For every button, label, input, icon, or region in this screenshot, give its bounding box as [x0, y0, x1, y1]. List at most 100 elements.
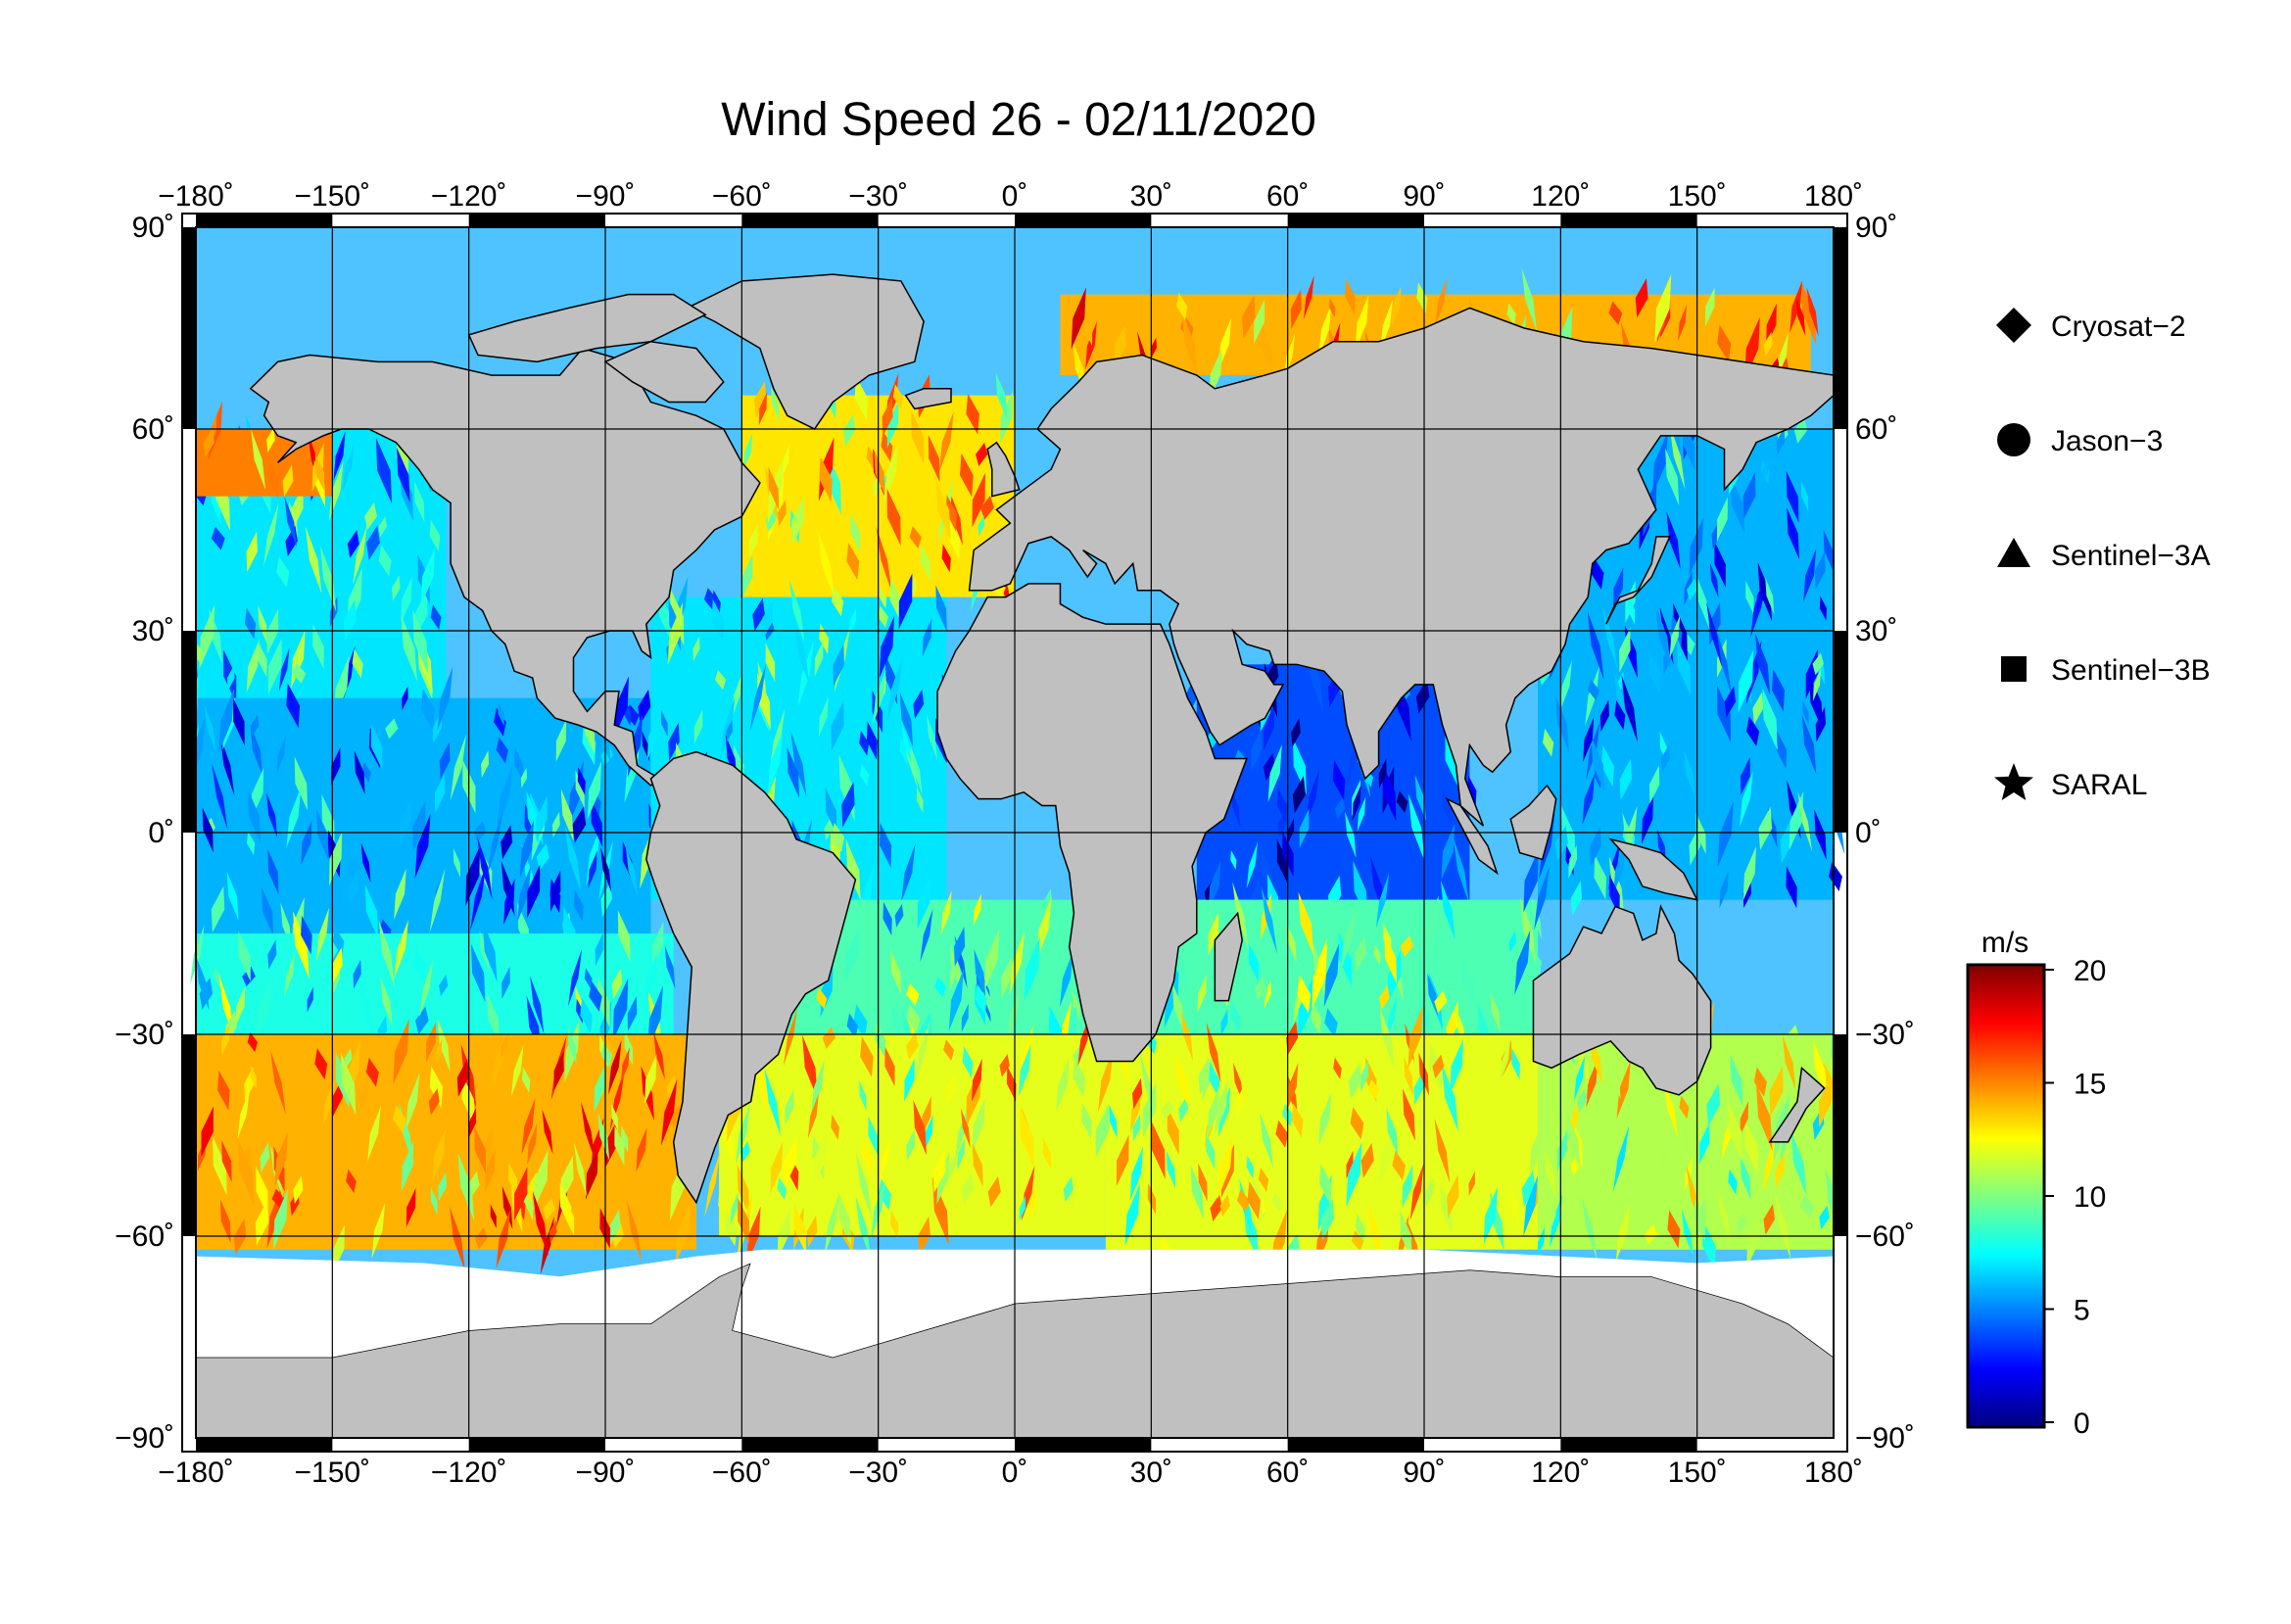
wind-sample [414, 481, 425, 523]
wind-sample [983, 928, 1000, 991]
wind-sample [1719, 870, 1729, 909]
wind-sample [1588, 679, 1599, 701]
wind-sample [1124, 1183, 1140, 1246]
lat-label-right: −90˚ [1855, 1422, 1915, 1455]
frame-bar-top [1015, 214, 1152, 227]
wind-sample [315, 907, 330, 962]
wind-sample [624, 1029, 634, 1066]
wind-sample [1357, 796, 1366, 832]
wind-sample [1809, 674, 1823, 731]
wind-sample [1560, 805, 1576, 865]
wind-sample [714, 670, 727, 691]
wind-sample [587, 760, 602, 820]
wind-sample [536, 795, 548, 842]
australia-landmass [1532, 904, 1712, 1096]
wind-sample [1591, 556, 1604, 590]
wind-sample [943, 1039, 955, 1062]
wind-sample [270, 1050, 286, 1115]
wind-sample [785, 1089, 794, 1125]
wind-sample [278, 647, 290, 692]
wind-sample [886, 488, 901, 547]
wind-sample [204, 703, 216, 753]
wind-sample [891, 1001, 901, 1042]
wind-sample [837, 1191, 852, 1248]
wind-sample [1608, 301, 1623, 325]
wind-sample [1218, 317, 1232, 371]
frame-bar-bottom [468, 1438, 605, 1452]
wind-sample [1745, 580, 1754, 615]
wind-sample [1679, 1095, 1690, 1120]
wind-sample [1765, 577, 1775, 615]
lon-label-bottom: 120˚ [1531, 1457, 1590, 1489]
wind-sample [346, 1169, 357, 1194]
wind-sample [1616, 1059, 1632, 1120]
wind-sample [793, 622, 810, 686]
wind-sample [976, 442, 988, 466]
wind-sample [738, 1197, 749, 1245]
wind-sample [414, 813, 431, 879]
frame-bar-bottom [1560, 1438, 1697, 1452]
wind-sample [755, 1058, 770, 1115]
wind-sample [819, 456, 833, 502]
wind-sample [276, 556, 290, 588]
wind-sample [784, 1136, 797, 1189]
wind-sample [740, 1141, 750, 1163]
wind-sample [1559, 660, 1572, 713]
wind-sample [1695, 573, 1710, 630]
wind-sample [1403, 1088, 1415, 1141]
wind-sample [267, 939, 277, 970]
wind-sample [211, 885, 225, 932]
wind-sample [246, 640, 260, 693]
lon-label-bottom: 180˚ [1804, 1457, 1863, 1489]
wind-sample [972, 1143, 983, 1187]
wind-sample [212, 763, 228, 831]
circle-marker-icon [1997, 423, 2030, 456]
frame-bar-top [196, 214, 333, 227]
wind-sample [1762, 688, 1778, 751]
wind-sample [250, 1065, 258, 1089]
wind-sample [1787, 1025, 1799, 1046]
wind-sample [880, 822, 892, 869]
wind-sample [878, 1178, 892, 1211]
wind-sample [1702, 1220, 1716, 1272]
lon-label-top: 0˚ [1002, 180, 1028, 213]
wind-sample [314, 1048, 328, 1080]
wind-sample [375, 437, 393, 504]
lat-label-right: 90˚ [1855, 212, 1897, 244]
wind-sample [1167, 1106, 1179, 1156]
wind-sample [333, 431, 346, 481]
wind-sample [600, 881, 612, 918]
wind-sample [778, 1209, 790, 1259]
wind-sample [948, 518, 961, 560]
wind-sample [560, 788, 574, 841]
wind-sample [814, 640, 824, 677]
wind-sample [394, 919, 408, 979]
wind-sample [213, 967, 222, 987]
wind-sample [457, 1152, 475, 1221]
wind-sample [354, 750, 365, 794]
wind-sample [1627, 595, 1636, 626]
wind-sample [638, 689, 651, 725]
wind-sample [966, 394, 979, 435]
legend-entry-square: Sentinel−3B [2001, 654, 2211, 687]
wind-sample [394, 868, 406, 920]
wind-sample [1006, 1066, 1017, 1102]
wind-sample [1009, 931, 1026, 995]
wind-sample [1714, 541, 1726, 588]
wind-sample [1814, 809, 1827, 860]
wind-sample [1755, 1082, 1773, 1152]
wind-sample [1521, 1170, 1536, 1208]
wind-sample [1545, 1188, 1559, 1244]
triangle-marker-icon [1997, 538, 2030, 567]
wind-sample [365, 1057, 379, 1087]
wind-sample [1508, 931, 1516, 954]
wind-sample [693, 709, 703, 744]
wind-sample [748, 524, 758, 558]
wind-sample [1801, 714, 1817, 775]
wind-sample [1392, 1150, 1407, 1181]
wind-sample [1812, 652, 1824, 676]
wind-sample [1608, 856, 1625, 921]
wind-sample [874, 450, 885, 498]
wind-sample [475, 1227, 488, 1250]
wind-sample [497, 763, 513, 832]
